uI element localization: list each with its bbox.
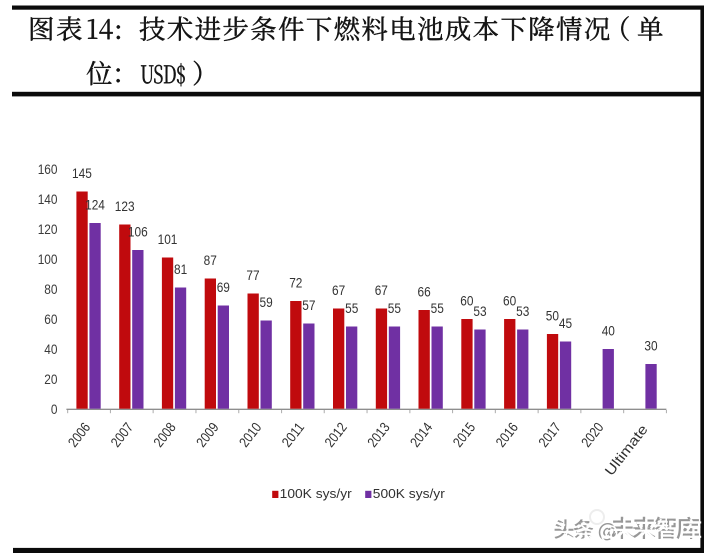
svg-text:124: 124	[85, 197, 105, 213]
svg-text:140: 140	[38, 191, 58, 207]
svg-text:81: 81	[174, 261, 187, 277]
svg-text:145: 145	[72, 165, 92, 181]
svg-text:40: 40	[602, 323, 615, 339]
svg-text:160: 160	[38, 161, 58, 177]
svg-text:60: 60	[460, 293, 473, 309]
svg-text:72: 72	[289, 275, 302, 291]
svg-text:55: 55	[431, 300, 444, 316]
svg-text:0: 0	[51, 401, 58, 417]
svg-text:2016: 2016	[492, 419, 521, 450]
svg-text:77: 77	[246, 267, 259, 283]
svg-text:55: 55	[345, 300, 358, 316]
svg-text:2011: 2011	[278, 419, 307, 450]
svg-text:53: 53	[516, 303, 529, 319]
svg-text:53: 53	[473, 303, 486, 319]
svg-text:80: 80	[44, 281, 57, 297]
svg-text:2015: 2015	[449, 419, 478, 450]
svg-text:55: 55	[388, 300, 401, 316]
svg-text:2012: 2012	[321, 419, 350, 450]
svg-text:2020: 2020	[578, 419, 607, 450]
svg-text:2009: 2009	[193, 419, 222, 450]
svg-text:66: 66	[418, 284, 431, 300]
svg-text:2008: 2008	[150, 419, 179, 450]
svg-text:2014: 2014	[407, 419, 436, 450]
svg-text:Ultimate: Ultimate	[601, 421, 651, 478]
svg-text:60: 60	[503, 293, 516, 309]
svg-text:2017: 2017	[535, 419, 564, 450]
svg-text:100: 100	[38, 251, 58, 267]
svg-text:50: 50	[546, 308, 559, 324]
svg-text:67: 67	[332, 282, 345, 298]
svg-text:87: 87	[204, 252, 217, 268]
svg-text:30: 30	[644, 338, 657, 354]
svg-text:57: 57	[302, 297, 315, 313]
svg-text:67: 67	[375, 282, 388, 298]
svg-text:101: 101	[158, 231, 178, 247]
svg-text:2006: 2006	[65, 419, 94, 450]
svg-text:500K sys/yr: 500K sys/yr	[373, 487, 445, 501]
svg-text:45: 45	[559, 315, 572, 331]
svg-text:2013: 2013	[364, 419, 393, 450]
svg-text:69: 69	[217, 279, 230, 295]
svg-text:2010: 2010	[236, 419, 265, 450]
svg-text:100K sys/yr: 100K sys/yr	[280, 487, 352, 501]
svg-text:123: 123	[115, 198, 135, 214]
svg-text:59: 59	[260, 294, 273, 310]
svg-text:106: 106	[128, 224, 148, 240]
svg-text:40: 40	[44, 341, 57, 357]
svg-text:120: 120	[38, 221, 58, 237]
svg-text:20: 20	[44, 371, 57, 387]
svg-text:2007: 2007	[107, 419, 136, 450]
svg-text:60: 60	[44, 311, 57, 327]
